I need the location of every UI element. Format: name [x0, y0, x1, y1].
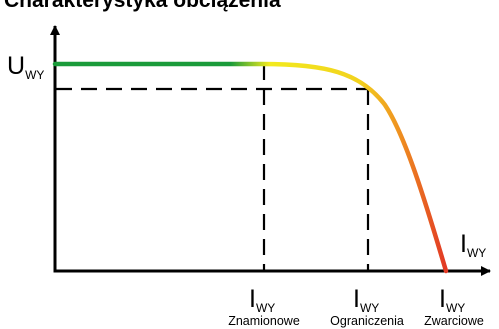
tick-caption-short-circuit: Zwarciowe	[424, 314, 484, 328]
tick-caption-rated: Znamionowe	[228, 314, 300, 328]
tick-caption-limit: Ograniczenia	[330, 314, 404, 328]
y-axis-subscript: WY	[25, 68, 44, 82]
y-axis-symbol: U	[7, 52, 25, 80]
tick-short-circuit-symbol: I	[439, 285, 446, 313]
tick-label-short-circuit: IWY	[439, 285, 465, 315]
output-characteristic-curve	[52, 61, 449, 274]
x-axis-label: IWY	[460, 230, 486, 260]
tick-short-circuit-subscript: WY	[446, 301, 465, 315]
tick-limit-subscript: WY	[360, 301, 379, 315]
tick-label-rated: IWY	[249, 285, 275, 315]
tick-label-limit: IWY	[353, 285, 379, 315]
tick-limit-symbol: I	[353, 285, 360, 313]
y-axis-label: UWY	[7, 52, 44, 82]
tick-rated-subscript: WY	[256, 301, 275, 315]
tick-rated-symbol: I	[249, 285, 256, 313]
x-axis-symbol: I	[460, 230, 467, 258]
diagram-title: Charakterystyka obciążenia	[4, 0, 281, 12]
x-axis-subscript: WY	[467, 246, 486, 260]
